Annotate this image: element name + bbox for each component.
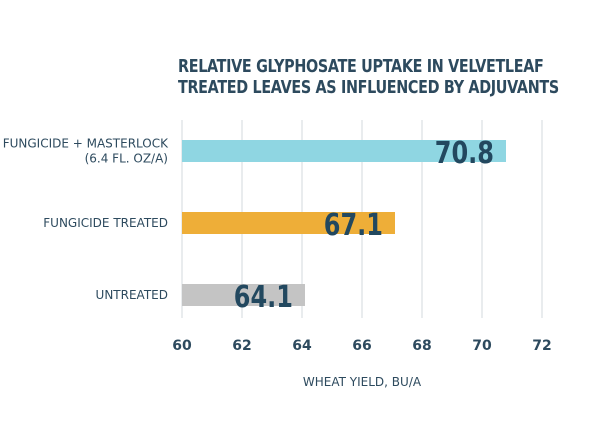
bar <box>182 140 506 162</box>
data-label: 67.1 <box>324 208 383 242</box>
chart-title-line-2: TREATED LEAVES AS INFLUENCED BY ADJUVANT… <box>178 78 559 98</box>
category-label: FUNGICIDE TREATED <box>43 216 168 230</box>
data-label: 70.8 <box>435 136 494 170</box>
category-labels: FUNGICIDE + MASTERLOCK(6.4 FL. OZ/A) FUNG… <box>3 137 169 303</box>
x-tick-label: 68 <box>412 338 431 354</box>
x-tick-label: 70 <box>472 338 492 354</box>
data-label: 64.1 <box>234 280 293 314</box>
bar <box>182 284 305 306</box>
x-tick-label: 66 <box>352 338 371 354</box>
x-tick-label: 60 <box>172 338 192 354</box>
chart-title: RELATIVE GLYPHOSATE UPTAKE IN VELVETLEAF… <box>178 57 559 99</box>
category-label: UNTREATED <box>96 288 168 302</box>
value-labels: 70.8 67.1 64.1 <box>234 136 494 314</box>
x-tick-labels: 60 62 64 66 68 70 72 <box>172 338 551 354</box>
bar <box>182 212 395 234</box>
x-tick-label: 64 <box>292 338 312 354</box>
category-label: FUNGICIDE + MASTERLOCK <box>3 137 169 151</box>
x-tick-label: 62 <box>232 338 251 354</box>
x-tick-label: 72 <box>532 338 551 354</box>
category-label: (6.4 FL. OZ/A) <box>85 152 168 166</box>
chart-title-line-1: RELATIVE GLYPHOSATE UPTAKE IN VELVETLEAF <box>178 57 544 77</box>
bars <box>182 140 506 306</box>
x-axis-label: WHEAT YIELD, BU/A <box>303 375 422 389</box>
